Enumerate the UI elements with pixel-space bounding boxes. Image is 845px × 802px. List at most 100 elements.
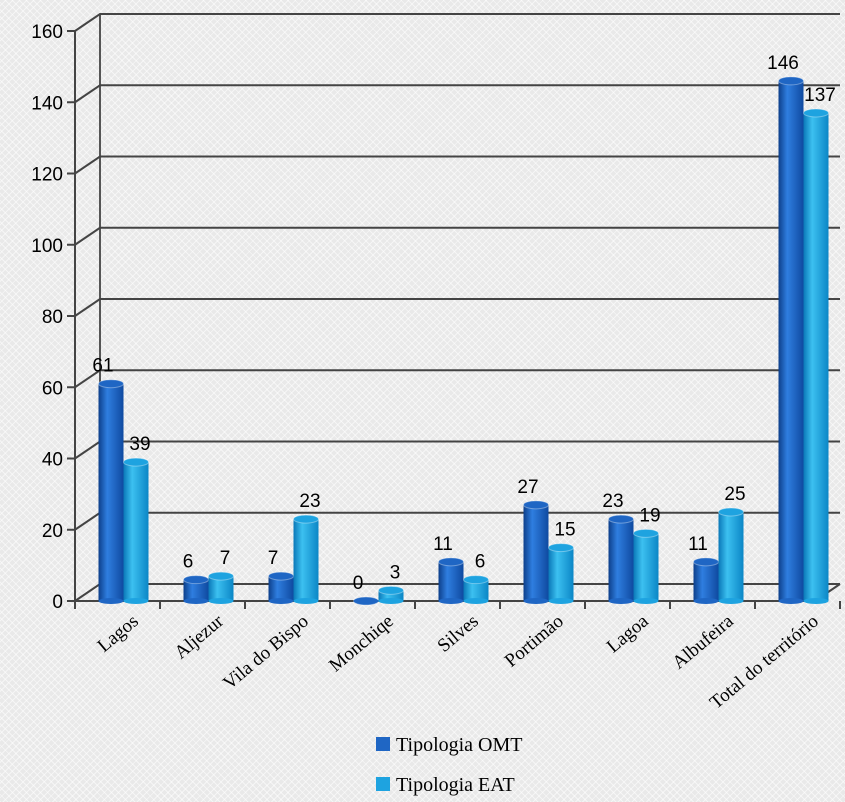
- y-tick-label: 60: [42, 378, 63, 399]
- x-tick-label: Lagoa: [603, 610, 653, 657]
- data-label: 27: [517, 477, 538, 498]
- gridline: [74, 298, 840, 317]
- bar-top: [608, 514, 634, 524]
- data-label: 25: [724, 484, 745, 505]
- legend-swatch: [376, 777, 390, 791]
- bar: [693, 561, 719, 601]
- data-label: 11: [433, 534, 453, 555]
- data-label: 137: [804, 85, 836, 106]
- bar-base: [123, 598, 149, 604]
- gridline: [74, 13, 840, 32]
- bar-base: [523, 598, 549, 604]
- x-tick-label: Lagos: [94, 611, 143, 657]
- bar-base: [208, 598, 234, 604]
- data-label: 23: [602, 491, 623, 512]
- bar-base: [778, 598, 804, 604]
- bar-top: [183, 575, 209, 585]
- legend-swatch: [376, 737, 390, 751]
- data-label: 23: [299, 491, 320, 512]
- data-label: 61: [92, 356, 113, 377]
- gridline: [74, 155, 840, 175]
- bar: [608, 519, 634, 601]
- bar-base: [183, 598, 209, 604]
- y-tick-label: 0: [52, 592, 63, 613]
- bar-base: [98, 598, 124, 604]
- data-label: 39: [129, 434, 150, 455]
- bar-base: [693, 598, 719, 604]
- bar-top: [803, 108, 829, 118]
- gridline: [74, 226, 840, 246]
- bar-base: [608, 598, 634, 604]
- bar: [293, 519, 319, 601]
- x-tick-label: Portimão: [501, 611, 568, 672]
- data-label: 6: [475, 552, 486, 573]
- bar-base: [268, 598, 294, 604]
- bars: [98, 76, 829, 606]
- bar-top: [438, 557, 464, 567]
- data-label: 11: [688, 534, 708, 555]
- bar-base: [718, 598, 744, 604]
- bar-top: [123, 457, 149, 467]
- bar-base: [633, 598, 659, 604]
- x-tick-label: Vila do Bispo: [219, 611, 312, 694]
- bar-top: [633, 528, 659, 538]
- bar-top: [523, 500, 549, 510]
- data-label: 7: [268, 548, 279, 569]
- data-label: 15: [554, 520, 575, 541]
- bar: [208, 576, 234, 601]
- bar-top: [693, 557, 719, 567]
- data-label: 6: [183, 552, 194, 573]
- bar: [778, 80, 804, 601]
- bar: [633, 533, 659, 601]
- y-tick-label: 100: [31, 236, 63, 257]
- bar: [438, 561, 464, 601]
- y-tick-label: 80: [42, 307, 63, 328]
- bar-top: [718, 507, 744, 517]
- legend: Tipologia OMT Tipologia EAT: [376, 734, 523, 796]
- gridline: [74, 440, 840, 460]
- bar: [548, 547, 574, 601]
- bar-top: [463, 575, 489, 585]
- bar: [523, 504, 549, 601]
- data-label: 19: [639, 505, 660, 526]
- y-tick-label: 140: [31, 93, 63, 114]
- y-tick-label: 120: [31, 165, 63, 186]
- bar-base: [378, 598, 404, 604]
- bar: [98, 383, 124, 601]
- bar-base: [803, 598, 829, 604]
- bar: [123, 462, 149, 601]
- x-tick-label: Aljezur: [171, 610, 229, 663]
- bar-top: [98, 379, 124, 389]
- bar: [803, 112, 829, 601]
- bar: [183, 579, 209, 601]
- data-label: 0: [353, 573, 364, 594]
- bar-top: [378, 585, 404, 595]
- bar-base: [438, 598, 464, 604]
- bar-top: [548, 543, 574, 553]
- bar-base: [548, 598, 574, 604]
- data-label: 146: [767, 53, 799, 74]
- bar-base: [353, 598, 379, 604]
- gridline: [74, 369, 840, 389]
- x-tick-label: Monchiqe: [325, 611, 398, 677]
- data-label: 3: [390, 562, 401, 583]
- bar: [718, 511, 744, 601]
- legend-entry: Tipologia OMT: [396, 734, 523, 756]
- legend-entry: Tipologia EAT: [396, 774, 515, 796]
- bar-top: [208, 571, 234, 581]
- bar-top: [293, 514, 319, 524]
- y-tick-label: 40: [42, 450, 63, 471]
- y-tick-label: 20: [42, 521, 63, 542]
- data-label: 7: [220, 548, 231, 569]
- bar-top: [778, 76, 804, 86]
- bar: [463, 579, 489, 601]
- gridline: [74, 84, 840, 104]
- bar-base: [463, 598, 489, 604]
- x-tick-label: Albufeira: [668, 610, 738, 673]
- bar-top: [268, 571, 294, 581]
- bar-base: [293, 598, 319, 604]
- y-tick-label: 160: [31, 22, 63, 43]
